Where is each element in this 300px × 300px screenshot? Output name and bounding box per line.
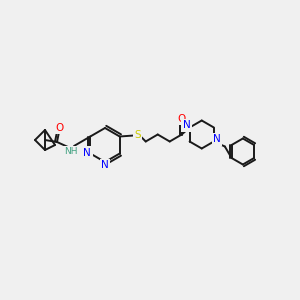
Text: N: N (101, 160, 109, 170)
Text: N: N (183, 121, 190, 130)
Text: N: N (83, 148, 91, 158)
Text: NH: NH (64, 148, 78, 157)
Text: S: S (134, 130, 141, 140)
Text: O: O (55, 123, 63, 133)
Text: N: N (213, 134, 221, 145)
Text: O: O (178, 113, 186, 124)
